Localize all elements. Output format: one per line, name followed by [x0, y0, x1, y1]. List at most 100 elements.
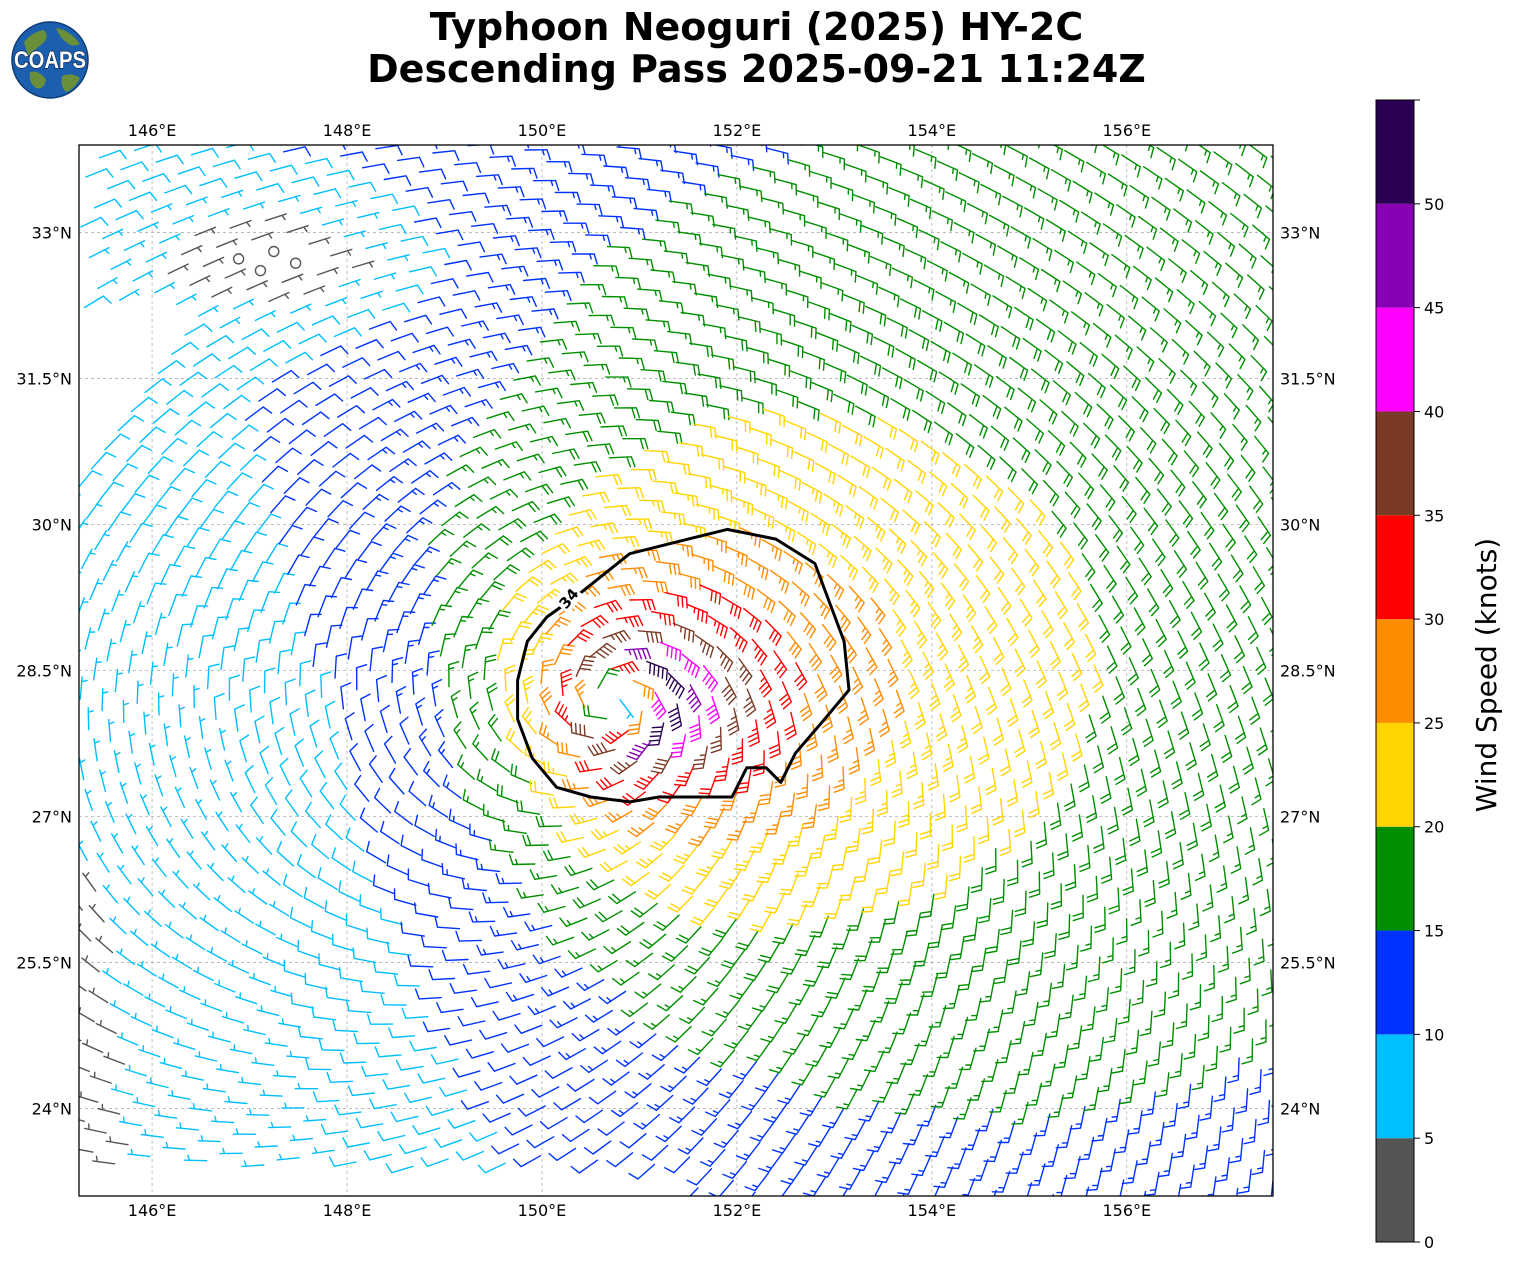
wind-barb-calm — [289, 257, 302, 269]
wind-barb — [672, 622, 695, 643]
wind-barb — [390, 1111, 419, 1123]
wind-barb — [373, 272, 397, 280]
wind-barb — [1267, 938, 1273, 947]
wind-barb — [439, 1086, 468, 1097]
wind-barb — [501, 265, 529, 277]
wind-barb — [1236, 1187, 1239, 1196]
wind-barb — [462, 963, 491, 975]
wind-barb — [1095, 534, 1110, 562]
wind-barb — [408, 266, 437, 277]
wind-barb — [905, 248, 927, 270]
wind-barb — [178, 902, 197, 920]
wind-barb — [448, 896, 474, 911]
wind-barb — [1269, 1024, 1273, 1027]
wind-barb — [1159, 941, 1172, 969]
wind-barb — [977, 817, 990, 845]
wind-barb — [1119, 284, 1139, 310]
wind-barb — [251, 1057, 275, 1066]
wind-barb — [1163, 730, 1176, 759]
wind-barb — [660, 511, 686, 526]
wind-barb — [191, 479, 217, 498]
wind-barb — [328, 1156, 357, 1167]
wind-barb — [1044, 349, 1064, 374]
wind-barb — [1178, 158, 1198, 183]
wind-barb — [325, 624, 343, 648]
wind-barb — [1252, 857, 1264, 886]
wind-barb — [934, 874, 948, 900]
wind-barb — [987, 345, 1007, 369]
wind-barb — [228, 674, 241, 701]
wind-barb — [419, 499, 447, 515]
colorbar-bin-1 — [1376, 1034, 1414, 1139]
wind-barb — [489, 155, 516, 167]
wind-barb — [1108, 887, 1120, 915]
wind-barb — [1164, 811, 1177, 839]
wind-barb — [89, 1071, 112, 1084]
wind-barb — [325, 297, 348, 307]
wind-barb — [1222, 523, 1236, 552]
wind-barb — [1131, 979, 1145, 1006]
wind-barb — [1216, 231, 1236, 257]
wind-barb — [570, 721, 594, 739]
wind-barb — [786, 904, 808, 926]
wind-barb — [765, 147, 789, 165]
wind-barb — [432, 150, 460, 162]
wind-barb — [974, 364, 994, 388]
wind-barb — [967, 544, 984, 572]
wind-barb — [616, 146, 642, 160]
wind-barb — [783, 550, 803, 575]
wind-barb — [365, 242, 388, 250]
wind-barb — [1200, 511, 1215, 540]
wind-barb — [656, 995, 684, 1012]
wind-barb — [1097, 1067, 1113, 1093]
wind-barb — [734, 235, 758, 253]
wind-barb — [757, 458, 780, 478]
wind-barb — [423, 760, 440, 788]
wind-barb — [1184, 661, 1196, 690]
wind-barb — [1079, 844, 1091, 873]
wind-barb — [875, 1162, 897, 1184]
wind-barb — [1255, 305, 1273, 331]
wind-barb — [782, 1034, 806, 1055]
wind-barb — [1240, 454, 1256, 482]
wind-barb — [333, 327, 362, 338]
wind-barb — [494, 441, 523, 451]
wind-barb — [842, 716, 854, 745]
wind-barb — [878, 628, 893, 657]
wind-barb — [446, 132, 472, 142]
wind-barb — [434, 145, 438, 150]
wind-barb — [297, 459, 324, 475]
wind-barb — [251, 561, 274, 583]
wind-barb — [297, 1025, 323, 1040]
wind-barb — [584, 1009, 613, 1023]
wind-barb — [504, 344, 533, 356]
wind-barb — [522, 675, 534, 704]
wind-barb — [196, 431, 223, 448]
wind-barb — [1024, 548, 1040, 577]
wind-barb — [526, 357, 555, 368]
wind-barb — [632, 338, 658, 351]
wind-barb — [1158, 358, 1176, 384]
wind-barb — [256, 513, 282, 533]
wind-barb — [943, 321, 965, 345]
wind-barb — [470, 223, 499, 234]
wind-barb — [1130, 526, 1145, 555]
lat-tick-label-left: 24°N — [32, 1099, 72, 1118]
wind-barb — [1164, 177, 1185, 202]
wind-barb — [505, 991, 535, 1002]
wind-barb — [903, 378, 924, 402]
wind-barb — [249, 358, 278, 371]
wind-barb — [231, 424, 259, 440]
lon-tick-label-bottom: 152°E — [713, 1201, 762, 1220]
wind-barb — [536, 1036, 565, 1048]
wind-barb — [455, 843, 479, 861]
wind-barb — [1212, 623, 1224, 652]
wind-barb — [1260, 255, 1273, 281]
wind-barb — [933, 1166, 954, 1188]
wind-barb — [1182, 580, 1195, 609]
wind-barb — [453, 721, 467, 749]
wind-barb — [1004, 406, 1023, 432]
wind-barb — [1142, 718, 1154, 747]
wind-barb — [1067, 1025, 1083, 1050]
wind-barb — [905, 590, 921, 618]
